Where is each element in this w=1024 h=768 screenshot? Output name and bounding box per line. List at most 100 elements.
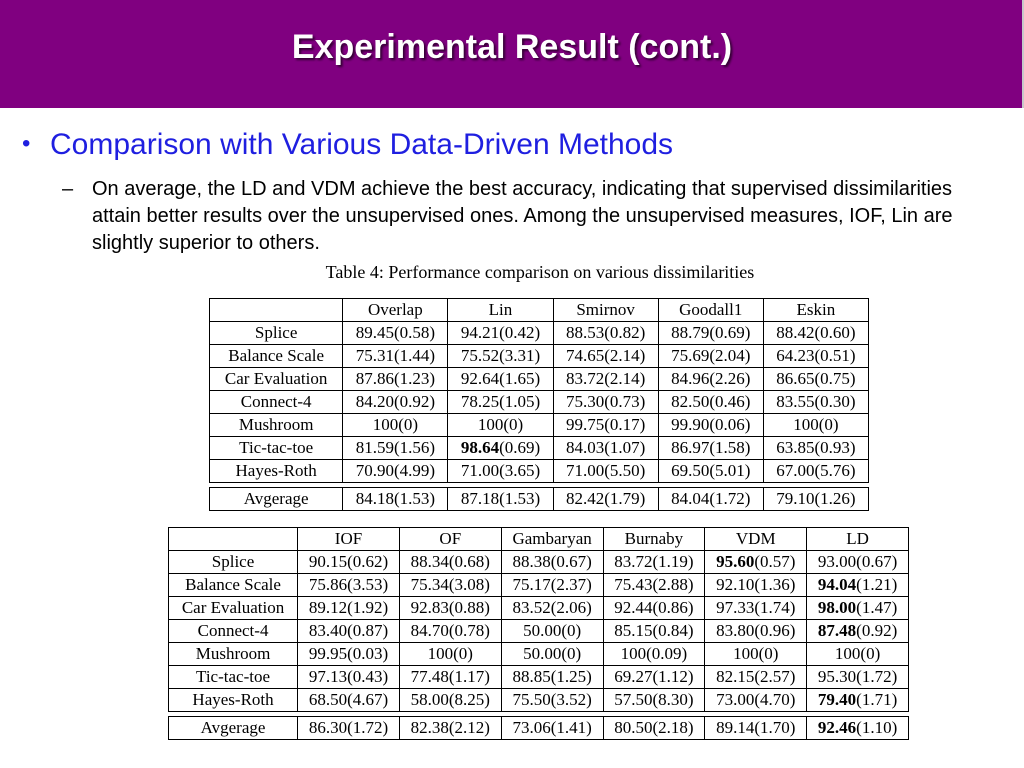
table-cell: 50.00(0) — [500, 619, 604, 643]
table-cell: 89.45(0.58) — [342, 321, 449, 345]
table-cell: 75.69(2.04) — [657, 344, 764, 368]
table-row: Hayes-Roth 70.90(4.99) 71.00(3.65) 71.00(5.… — [208, 459, 870, 483]
table-cell: 93.00(0.67) — [806, 550, 909, 574]
average-cell: 79.10(1.26) — [762, 487, 870, 511]
table-row: Balance Scale 75.86(3.53) 75.34(3.08) 75.17… — [167, 573, 909, 597]
table-cell: 92.44(0.86) — [602, 596, 706, 620]
best-std: (0.92) — [856, 621, 898, 640]
table-cell: 84.20(0.92) — [342, 390, 449, 414]
best-value: 87.48 — [817, 621, 857, 640]
table-cell: 79.40(1.71) — [806, 688, 909, 712]
dataset-name: Mushroom — [208, 413, 344, 437]
table-cell: 87.86(1.23) — [342, 367, 449, 391]
average-cell: 80.50(2.18) — [602, 716, 706, 740]
table-cell: 82.15(2.57) — [704, 665, 808, 689]
table-cell: 83.52(2.06) — [500, 596, 604, 620]
table-cell: 74.65(2.14) — [552, 344, 659, 368]
table-cell: 94.21(0.42) — [447, 321, 554, 345]
average-cell: 89.14(1.70) — [704, 716, 808, 740]
table-cell: 100(0) — [704, 642, 808, 666]
best-value: 94.04 — [817, 575, 857, 594]
table-cell: 75.52(3.31) — [447, 344, 554, 368]
table-cell: 97.33(1.74) — [704, 596, 808, 620]
dataset-name: Connect-4 — [208, 390, 344, 414]
column-header: Burnaby — [602, 527, 706, 551]
table-cell: 63.85(0.93) — [762, 436, 870, 460]
table-cell: 71.00(5.50) — [552, 459, 659, 483]
column-header: Gambaryan — [500, 527, 604, 551]
best-std: (1.71) — [856, 690, 898, 709]
table-row: Car Evaluation 89.12(1.92) 92.83(0.88) 83.5… — [167, 596, 909, 620]
header-corner — [208, 298, 344, 322]
table-cell: 85.15(0.84) — [602, 619, 706, 643]
best-std: (0.57) — [754, 552, 796, 571]
table-header-row: Overlap Lin Smirnov Goodall1 Eskin — [208, 298, 870, 322]
table-cell: 75.31(1.44) — [342, 344, 449, 368]
best-value: 92.46 — [817, 718, 857, 737]
table-cell: 83.72(1.19) — [602, 550, 706, 574]
table-cell: 89.12(1.92) — [297, 596, 400, 620]
table-cell: 58.00(8.25) — [398, 688, 502, 712]
average-cell: 82.38(2.12) — [398, 716, 502, 740]
best-std: (1.21) — [856, 575, 898, 594]
table-cell: 84.70(0.78) — [398, 619, 502, 643]
average-cell: 73.06(1.41) — [500, 716, 604, 740]
best-value: 79.40 — [817, 690, 857, 709]
table-cell: 69.50(5.01) — [657, 459, 764, 483]
average-row: Avgerage 86.30(1.72) 82.38(2.12) 73.06(1.41… — [167, 716, 909, 740]
table-cell: 81.59(1.56) — [342, 436, 449, 460]
average-cell: 87.18(1.53) — [447, 487, 554, 511]
table-cell: 82.50(0.46) — [657, 390, 764, 414]
header-corner — [167, 527, 299, 551]
column-header: Goodall1 — [657, 298, 764, 322]
table-cell: 86.65(0.75) — [762, 367, 870, 391]
table-cell: 84.96(2.26) — [657, 367, 764, 391]
table-cell: 77.48(1.17) — [398, 665, 502, 689]
table-row: Balance Scale 75.31(1.44) 75.52(3.31) 74.65… — [208, 344, 870, 368]
table-cell: 57.50(8.30) — [602, 688, 706, 712]
table-cell: 90.15(0.62) — [297, 550, 400, 574]
table-cell: 83.80(0.96) — [704, 619, 808, 643]
dataset-name: Splice — [208, 321, 344, 345]
dataset-name: Balance Scale — [208, 344, 344, 368]
table-cell: 95.30(1.72) — [806, 665, 909, 689]
table-cell: 78.25(1.05) — [447, 390, 554, 414]
column-header: Eskin — [762, 298, 870, 322]
table-cell: 100(0) — [342, 413, 449, 437]
table-cell: 83.55(0.30) — [762, 390, 870, 414]
table-cell: 100(0) — [762, 413, 870, 437]
dataset-name: Splice — [167, 550, 299, 574]
average-label: Avgerage — [208, 487, 344, 511]
average-cell: 92.46(1.10) — [806, 716, 909, 740]
dataset-name: Car Evaluation — [167, 596, 299, 620]
table-cell: 92.64(1.65) — [447, 367, 554, 391]
table-row: Tic-tac-toe 97.13(0.43) 77.48(1.17) 88.85(1… — [167, 665, 909, 689]
table-cell: 88.53(0.82) — [552, 321, 659, 345]
table-row: Car Evaluation 87.86(1.23) 92.64(1.65) 83.7… — [208, 367, 870, 391]
table-cell: 98.64(0.69) — [447, 436, 554, 460]
column-header: VDM — [704, 527, 808, 551]
table-cell: 88.85(1.25) — [500, 665, 604, 689]
table-cell: 67.00(5.76) — [762, 459, 870, 483]
column-header: Overlap — [342, 298, 449, 322]
table-cell: 73.00(4.70) — [704, 688, 808, 712]
average-label: Avgerage — [167, 716, 299, 740]
table-row: Tic-tac-toe 81.59(1.56) 98.64(0.69) 84.03(1… — [208, 436, 870, 460]
table-cell: 75.50(3.52) — [500, 688, 604, 712]
table-caption: Table 4: Performance comparison on vario… — [325, 262, 755, 282]
best-std: (1.10) — [856, 718, 898, 737]
column-header: IOF — [297, 527, 400, 551]
table-row: Connect-4 83.40(0.87) 84.70(0.78) 50.00(0) 8… — [167, 619, 909, 643]
table-cell: 75.86(3.53) — [297, 573, 400, 597]
column-header: LD — [806, 527, 909, 551]
table-cell: 64.23(0.51) — [762, 344, 870, 368]
table-cell: 99.90(0.06) — [657, 413, 764, 437]
average-row: Avgerage 84.18(1.53) 87.18(1.53) 82.42(1.79… — [208, 487, 870, 511]
table-cell: 69.27(1.12) — [602, 665, 706, 689]
table-cell: 84.03(1.07) — [552, 436, 659, 460]
main-bullet: • Comparison with Various Data-Driven Met… — [22, 128, 673, 162]
best-std: (0.69) — [499, 438, 541, 457]
table-cell: 68.50(4.67) — [297, 688, 400, 712]
dataset-name: Mushroom — [167, 642, 299, 666]
table-cell: 98.00(1.47) — [806, 596, 909, 620]
